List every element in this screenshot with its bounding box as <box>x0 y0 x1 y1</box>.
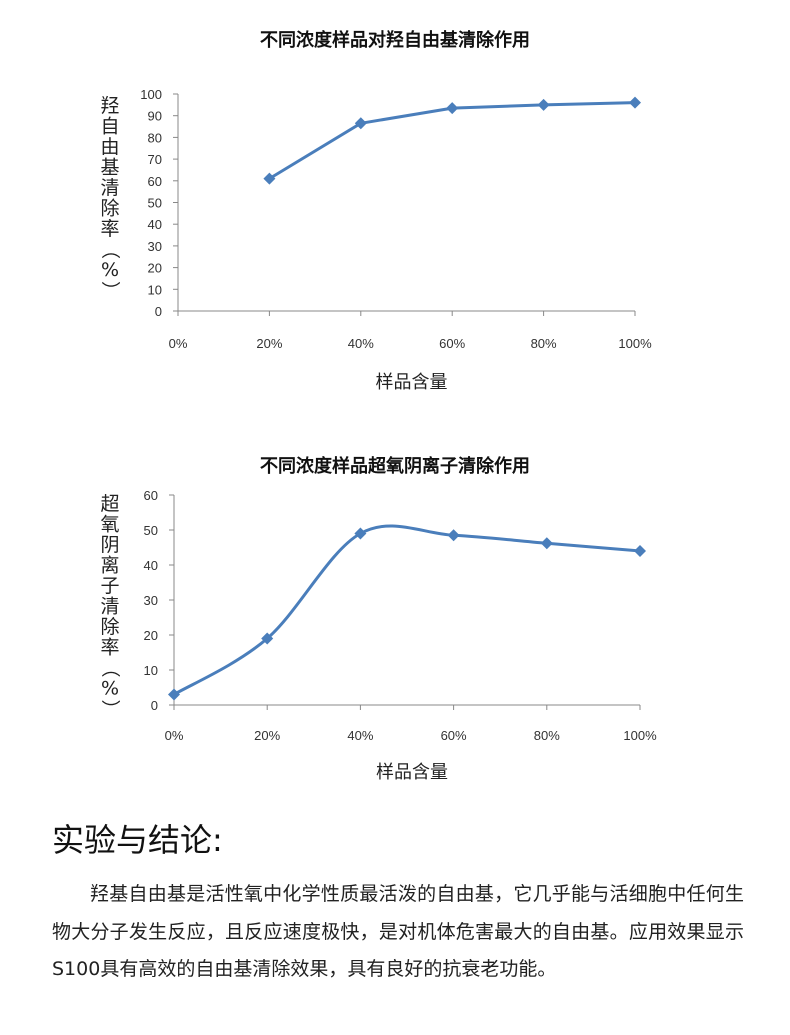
y-tick-label: 30 <box>148 239 162 254</box>
y-tick-label: 60 <box>144 488 158 503</box>
y-axis-label-char: % <box>101 678 119 700</box>
data-point <box>537 98 550 111</box>
y-axis-label-char: % <box>101 259 119 281</box>
data-point <box>446 102 459 115</box>
x-tick-label: 40% <box>348 336 374 351</box>
data-point <box>447 529 460 542</box>
x-tick-label: 0% <box>165 728 184 743</box>
y-axis-label-char: 率 <box>100 637 119 659</box>
conclusion-heading: 实验与结论: <box>52 821 223 859</box>
y-axis-label-char: 除 <box>100 198 119 220</box>
y-axis-label-char: 由 <box>100 136 119 158</box>
x-tick-label: 20% <box>256 336 282 351</box>
data-point <box>540 537 553 550</box>
x-tick-label: 60% <box>439 336 465 351</box>
y-axis-label-char: ） <box>99 699 121 718</box>
conclusion-body: 羟基自由基是活性氧中化学性质最活泼的自由基，它几乎能与活细胞中任何生物大分子发生… <box>52 883 744 980</box>
y-axis-label-char: 离 <box>100 555 119 577</box>
x-tick-label: 40% <box>347 728 373 743</box>
x-axis-label: 样品含量 <box>376 372 448 393</box>
y-axis-label-char: 除 <box>100 616 119 638</box>
y-axis-label-char: 率 <box>100 218 119 240</box>
data-point <box>629 96 641 109</box>
y-tick-label: 70 <box>148 152 162 167</box>
y-axis-label-char: 自 <box>100 116 119 138</box>
y-tick-label: 10 <box>144 663 158 678</box>
y-tick-label: 0 <box>151 698 158 713</box>
chart-hydroxyl: 不同浓度样品对羟自由基清除作用 0 10 20 30 40 50 60 70 80 90 100 0%… <box>0 0 790 400</box>
x-tick-label: 20% <box>254 728 280 743</box>
y-axis-label-char: （ <box>99 658 121 677</box>
y-tick-label: 50 <box>148 196 162 211</box>
y-tick-label: 20 <box>144 628 158 643</box>
y-tick-label: 20 <box>148 261 162 276</box>
y-tick-label: 80 <box>148 130 162 145</box>
x-tick-label: 60% <box>441 728 467 743</box>
y-tick-label: 40 <box>148 217 162 232</box>
y-axis-label-char: （ <box>99 240 121 259</box>
y-tick-label: 10 <box>148 282 162 297</box>
y-tick-label: 0 <box>155 304 162 319</box>
y-tick-label: 90 <box>148 109 162 124</box>
y-axis-label-char: 超 <box>100 493 119 515</box>
chart-superoxide: 不同浓度样品超氧阴离子清除作用 0 10 20 30 40 50 60 0% 20% 40% 60%… <box>99 456 657 783</box>
y-tick-label: 50 <box>144 523 158 538</box>
y-axis-label-char: 子 <box>100 575 119 597</box>
y-tick-label: 30 <box>144 593 158 608</box>
y-tick-label: 60 <box>148 174 162 189</box>
y-axis-label-char: ） <box>99 281 121 300</box>
y-axis-label-char: 清 <box>100 177 119 199</box>
y-axis-label-char: 氧 <box>100 514 119 536</box>
data-point <box>263 172 276 185</box>
chart-plot: 0 10 20 30 40 50 60 70 80 90 100 0% 20% 40% 60% 80% 100%… <box>99 87 652 393</box>
y-axis-label-char: 清 <box>100 596 119 618</box>
chart-plot: 0 10 20 30 40 50 60 0% 20% 40% 60% 80% 100% 样品含量 超氧阴离子… <box>99 488 657 783</box>
data-point <box>354 527 367 540</box>
y-axis-label-char: 羟 <box>100 95 119 117</box>
data-point <box>634 545 646 557</box>
y-tick-label: 40 <box>144 558 158 573</box>
y-tick-label: 100 <box>140 87 162 102</box>
data-point <box>168 688 180 701</box>
chart-title: 不同浓度样品超氧阴离子清除作用 <box>260 456 530 477</box>
x-tick-label: 100% <box>623 728 657 743</box>
x-tick-label: 80% <box>531 336 557 351</box>
x-tick-label: 80% <box>534 728 560 743</box>
y-axis-label-char: 阴 <box>100 534 119 556</box>
y-axis-label-char: 基 <box>100 157 119 179</box>
data-point <box>261 632 274 645</box>
data-point <box>354 117 367 130</box>
series-line <box>173 524 641 696</box>
x-axis-label: 样品含量 <box>376 762 448 783</box>
chart-title: 不同浓度样品对羟自由基清除作用 <box>260 30 530 51</box>
x-tick-label: 100% <box>618 336 652 351</box>
x-tick-label: 0% <box>169 336 188 351</box>
